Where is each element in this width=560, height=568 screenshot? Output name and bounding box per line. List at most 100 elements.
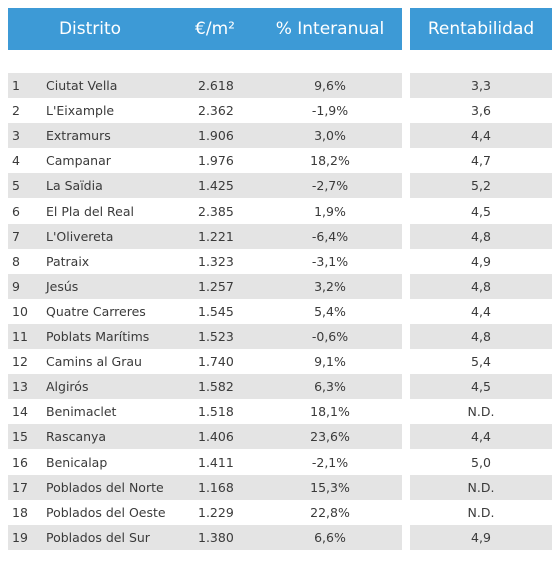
row-number: 11 <box>12 329 28 344</box>
header-cell: % Interanual <box>275 19 385 39</box>
yield: 4,9 <box>471 529 491 545</box>
row-number: 8 <box>12 253 20 269</box>
price: 1.976 <box>198 153 234 169</box>
price: 1.229 <box>198 504 234 520</box>
row-number: 10 <box>12 303 28 319</box>
annual-change: 3,0% <box>314 128 346 144</box>
row-number: 2 <box>12 103 20 119</box>
annual-change: 15,3% <box>310 479 350 495</box>
row-number: 19 <box>12 529 28 545</box>
row-band <box>410 524 552 550</box>
yield: 4,5 <box>471 379 491 395</box>
row-number: 9 <box>12 278 20 294</box>
row-number: 16 <box>12 454 28 470</box>
row-band <box>8 73 402 98</box>
yield: 4,8 <box>471 329 491 344</box>
price: 1.406 <box>198 429 234 445</box>
price: 1.582 <box>198 379 234 395</box>
district-name: Camins al Grau <box>46 354 142 370</box>
row-band <box>8 223 402 249</box>
row-band <box>8 374 402 400</box>
price: 1.518 <box>198 404 234 420</box>
district-name: Ciutat Vella <box>46 78 118 93</box>
district-name: Benicalap <box>46 454 108 470</box>
price: 1.168 <box>198 479 234 495</box>
district-name: Campanar <box>46 153 111 169</box>
annual-change: 18,2% <box>310 153 350 169</box>
district-name: L'Eixample <box>46 103 115 119</box>
district-name: El Pla del Real <box>46 203 135 219</box>
price: 2.362 <box>198 103 234 119</box>
district-name: Poblats Marítims <box>46 329 150 344</box>
row-band <box>8 324 402 349</box>
yield: N.D. <box>467 504 495 520</box>
yield: 4,5 <box>471 203 491 219</box>
yield: 5,0 <box>471 454 491 470</box>
row-number: 6 <box>12 203 20 219</box>
price: 1.545 <box>198 303 234 319</box>
row-band <box>410 173 552 199</box>
row-number: 7 <box>12 228 20 244</box>
yield: N.D. <box>467 479 495 495</box>
yield: 4,8 <box>471 228 491 244</box>
district-name: Algirós <box>46 379 89 395</box>
district-name: Patraix <box>46 253 90 269</box>
price: 1.380 <box>198 529 234 545</box>
price: 1.740 <box>198 354 234 370</box>
district-name: Quatre Carreres <box>46 303 146 319</box>
district-name: Poblados del Sur <box>46 529 150 545</box>
annual-change: 22,8% <box>310 504 350 520</box>
header-cell: Rentabilidad <box>427 19 535 39</box>
row-band <box>8 123 402 149</box>
row-band <box>410 474 552 500</box>
yield: 5,2 <box>471 178 491 194</box>
row-number: 15 <box>12 429 28 445</box>
annual-change: 1,9% <box>314 203 346 219</box>
district-name: Extramurs <box>46 128 111 144</box>
yield: 4,4 <box>471 128 491 144</box>
row-band <box>410 123 552 149</box>
row-band <box>410 374 552 400</box>
row-band <box>8 424 402 450</box>
district-name: Poblados del Oeste <box>46 504 166 520</box>
district-name: Jesús <box>46 278 79 294</box>
district-name: Benimaclet <box>46 404 117 420</box>
header-cell: €/m² <box>195 19 235 39</box>
row-band <box>410 324 552 349</box>
annual-change: 6,3% <box>314 379 346 395</box>
row-band <box>8 173 402 199</box>
annual-change: 5,4% <box>314 303 346 319</box>
annual-change: -0,6% <box>311 329 349 344</box>
row-band <box>8 524 402 550</box>
price: 2.385 <box>198 203 234 219</box>
price: 1.425 <box>198 178 234 194</box>
row-number: 18 <box>12 504 28 520</box>
price: 1.257 <box>198 278 234 294</box>
yield: 4,7 <box>471 153 491 169</box>
annual-change: 23,6% <box>310 429 350 445</box>
yield: 4,8 <box>471 278 491 294</box>
annual-change: 3,2% <box>314 278 346 294</box>
header-bar <box>410 8 552 50</box>
yield: 3,6 <box>471 103 491 119</box>
row-number: 12 <box>12 354 28 370</box>
yield: 4,9 <box>471 253 491 269</box>
row-number: 14 <box>12 404 28 420</box>
annual-change: -1,9% <box>311 103 349 119</box>
price: 1.523 <box>198 329 234 344</box>
district-name: Rascanya <box>46 429 107 445</box>
row-band <box>8 273 402 299</box>
row-band <box>8 474 402 500</box>
annual-change: -2,1% <box>311 454 349 470</box>
annual-change: 6,6% <box>314 529 346 545</box>
row-band <box>410 223 552 249</box>
row-number: 17 <box>12 479 28 495</box>
yield: 4,4 <box>471 303 491 319</box>
annual-change: 9,6% <box>314 78 346 93</box>
annual-change: 9,1% <box>314 354 346 370</box>
price: 2.618 <box>198 78 234 93</box>
header-cell: Distrito <box>58 19 122 39</box>
yield: 5,4 <box>471 354 491 370</box>
row-band <box>410 73 552 98</box>
